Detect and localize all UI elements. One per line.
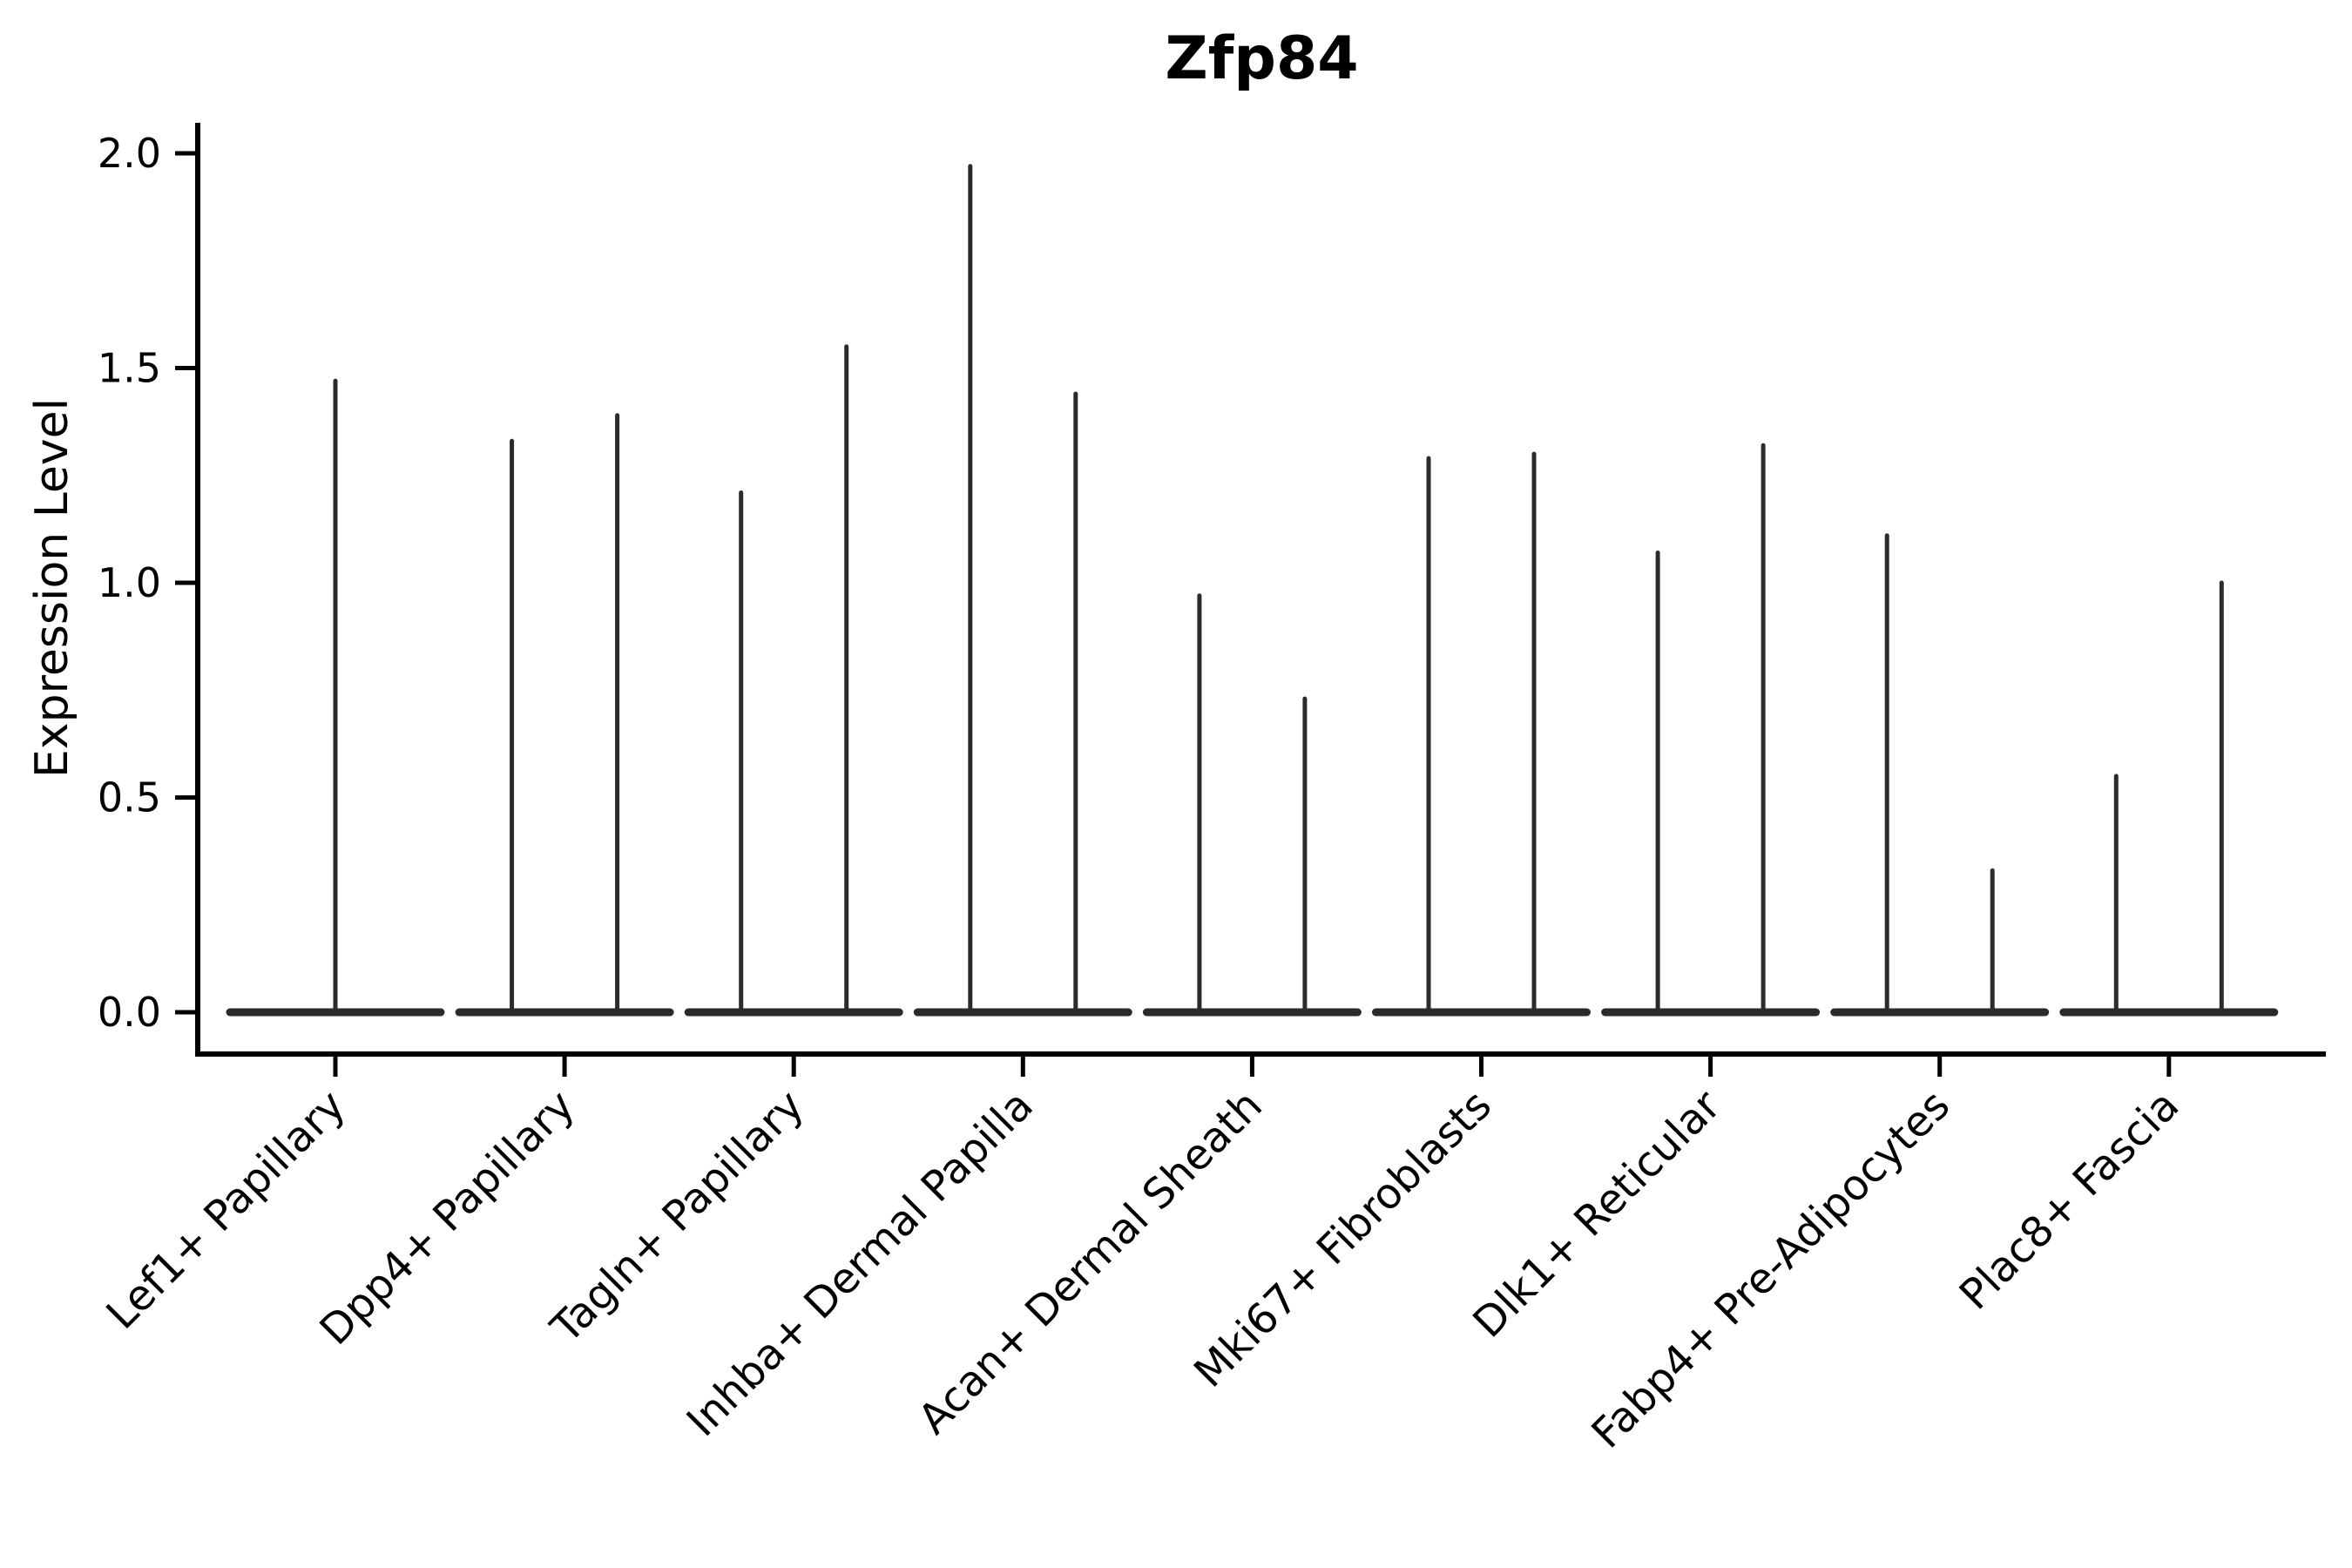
y-tick-label: 2.0 bbox=[98, 130, 161, 177]
y-tick-label: 1.0 bbox=[98, 559, 161, 606]
x-tick-label: Plac8+ Fascia bbox=[1950, 1081, 2189, 1320]
y-tick-label: 1.5 bbox=[98, 345, 161, 392]
x-tick-label: Tagln+ Papillary bbox=[541, 1081, 813, 1353]
y-tick-label: 0.0 bbox=[98, 989, 161, 1036]
chart-title: Zfp84 bbox=[1165, 24, 1359, 93]
x-tick-label: Lef1+ Papillary bbox=[98, 1081, 355, 1339]
x-tick-label: Dlk1+ Reticular bbox=[1463, 1081, 1730, 1348]
x-tick-label: Dpp4+ Papillary bbox=[311, 1081, 585, 1355]
y-tick-label: 0.5 bbox=[98, 774, 161, 821]
